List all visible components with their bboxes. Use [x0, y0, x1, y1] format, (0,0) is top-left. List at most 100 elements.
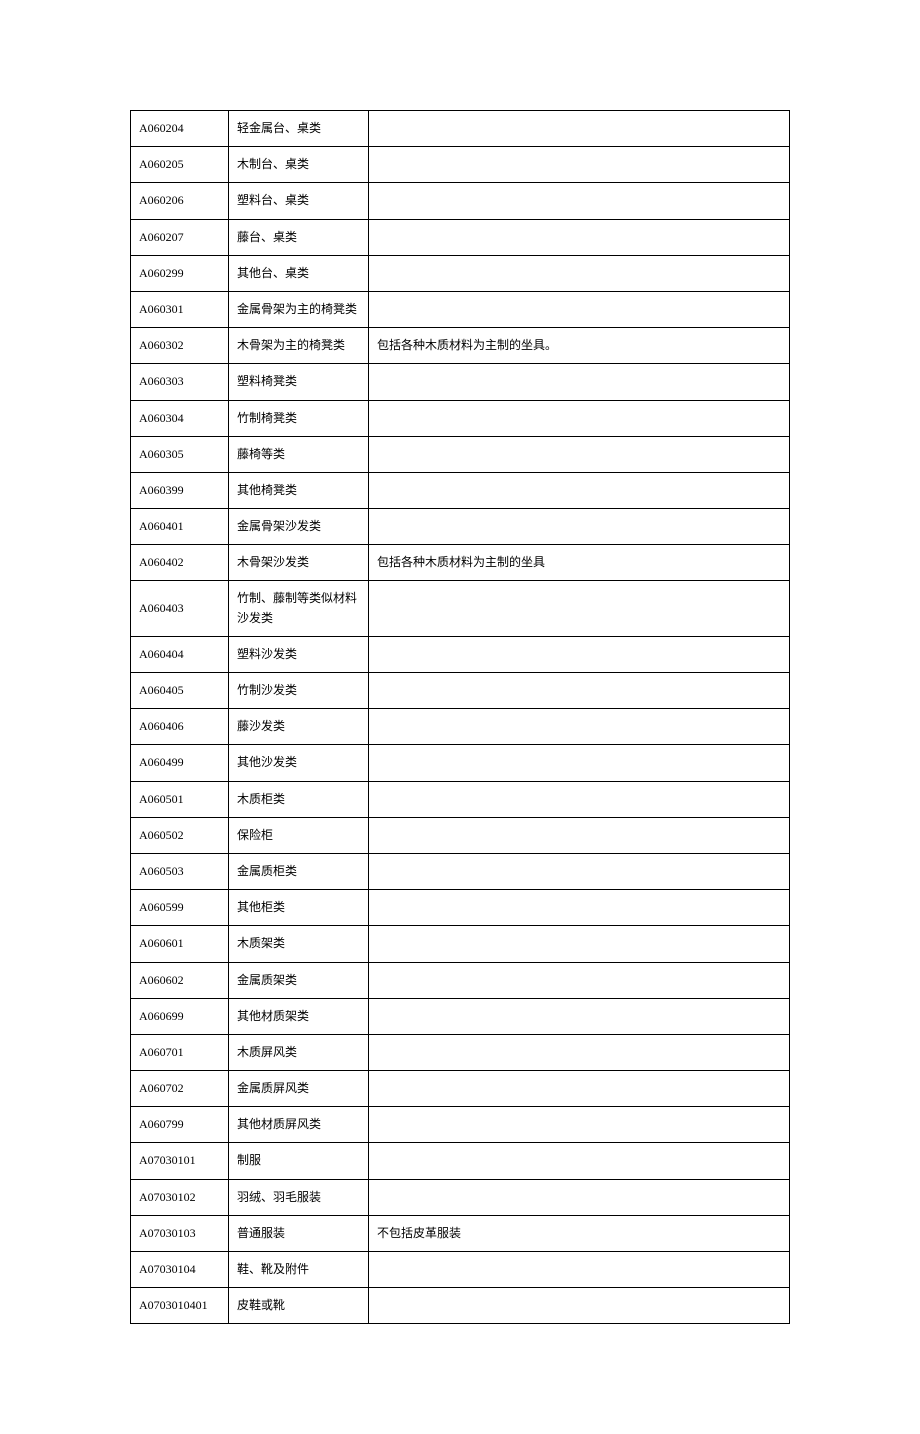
note-cell — [369, 472, 790, 508]
code-cell: A060403 — [131, 581, 229, 636]
name-cell: 其他材质屏风类 — [229, 1107, 369, 1143]
code-cell: A060206 — [131, 183, 229, 219]
table-row: A060501木质柜类 — [131, 781, 790, 817]
code-cell: A060205 — [131, 147, 229, 183]
code-cell: A060499 — [131, 745, 229, 781]
code-cell: A060402 — [131, 545, 229, 581]
note-cell — [369, 890, 790, 926]
note-cell — [369, 1288, 790, 1324]
table-row: A060207藤台、桌类 — [131, 219, 790, 255]
table-row: A060503金属质柜类 — [131, 853, 790, 889]
note-cell — [369, 111, 790, 147]
name-cell: 鞋、靴及附件 — [229, 1252, 369, 1288]
code-cell: A060405 — [131, 673, 229, 709]
table-row: A060799其他材质屏风类 — [131, 1107, 790, 1143]
table-row: A060301金属骨架为主的椅凳类 — [131, 291, 790, 327]
note-cell — [369, 400, 790, 436]
table-row: A060206塑料台、桌类 — [131, 183, 790, 219]
table-row: A060205木制台、桌类 — [131, 147, 790, 183]
code-cell: A060302 — [131, 328, 229, 364]
note-cell — [369, 255, 790, 291]
code-cell: A060404 — [131, 636, 229, 672]
name-cell: 制服 — [229, 1143, 369, 1179]
note-cell — [369, 817, 790, 853]
table-row: A060601木质架类 — [131, 926, 790, 962]
code-cell: A060204 — [131, 111, 229, 147]
code-cell: A07030104 — [131, 1252, 229, 1288]
table-row: A060499其他沙发类 — [131, 745, 790, 781]
name-cell: 金属质柜类 — [229, 853, 369, 889]
code-cell: A060301 — [131, 291, 229, 327]
name-cell: 其他材质架类 — [229, 998, 369, 1034]
name-cell: 藤椅等类 — [229, 436, 369, 472]
table-row: A060702金属质屏风类 — [131, 1071, 790, 1107]
table-row: A0703010401皮鞋或靴 — [131, 1288, 790, 1324]
note-cell — [369, 147, 790, 183]
note-cell — [369, 962, 790, 998]
code-cell: A060799 — [131, 1107, 229, 1143]
name-cell: 其他椅凳类 — [229, 472, 369, 508]
name-cell: 竹制、藤制等类似材料沙发类 — [229, 581, 369, 636]
note-cell — [369, 183, 790, 219]
note-cell: 包括各种木质材料为主制的坐具 — [369, 545, 790, 581]
table-row: A060599其他柜类 — [131, 890, 790, 926]
note-cell — [369, 1071, 790, 1107]
note-cell — [369, 1034, 790, 1070]
table-row: A060699其他材质架类 — [131, 998, 790, 1034]
code-cell: A060702 — [131, 1071, 229, 1107]
note-cell — [369, 781, 790, 817]
note-cell: 包括各种木质材料为主制的坐具。 — [369, 328, 790, 364]
classification-table: A060204轻金属台、桌类A060205木制台、桌类A060206塑料台、桌类… — [130, 110, 790, 1324]
code-cell: A07030102 — [131, 1179, 229, 1215]
note-cell — [369, 364, 790, 400]
code-cell: A060699 — [131, 998, 229, 1034]
name-cell: 其他沙发类 — [229, 745, 369, 781]
note-cell: 不包括皮革服装 — [369, 1215, 790, 1251]
table-row: A060204轻金属台、桌类 — [131, 111, 790, 147]
name-cell: 金属质屏风类 — [229, 1071, 369, 1107]
table-row: A060406藤沙发类 — [131, 709, 790, 745]
code-cell: A060701 — [131, 1034, 229, 1070]
code-cell: A07030101 — [131, 1143, 229, 1179]
note-cell — [369, 291, 790, 327]
table-row: A060402木骨架沙发类包括各种木质材料为主制的坐具 — [131, 545, 790, 581]
note-cell — [369, 709, 790, 745]
table-row: A060405竹制沙发类 — [131, 673, 790, 709]
code-cell: A060602 — [131, 962, 229, 998]
code-cell: A060503 — [131, 853, 229, 889]
name-cell: 皮鞋或靴 — [229, 1288, 369, 1324]
table-row: A060399其他椅凳类 — [131, 472, 790, 508]
note-cell — [369, 636, 790, 672]
code-cell: A060304 — [131, 400, 229, 436]
note-cell — [369, 926, 790, 962]
code-cell: A060299 — [131, 255, 229, 291]
code-cell: A060599 — [131, 890, 229, 926]
code-cell: A0703010401 — [131, 1288, 229, 1324]
name-cell: 木制台、桌类 — [229, 147, 369, 183]
code-cell: A060502 — [131, 817, 229, 853]
note-cell — [369, 509, 790, 545]
name-cell: 木质架类 — [229, 926, 369, 962]
table-row: A060404塑料沙发类 — [131, 636, 790, 672]
table-row: A060502保险柜 — [131, 817, 790, 853]
code-cell: A060303 — [131, 364, 229, 400]
table-row: A060299其他台、桌类 — [131, 255, 790, 291]
name-cell: 其他台、桌类 — [229, 255, 369, 291]
note-cell — [369, 998, 790, 1034]
name-cell: 木质柜类 — [229, 781, 369, 817]
table-row: A060401金属骨架沙发类 — [131, 509, 790, 545]
note-cell — [369, 1107, 790, 1143]
name-cell: 塑料台、桌类 — [229, 183, 369, 219]
table-row: A060304竹制椅凳类 — [131, 400, 790, 436]
code-cell: A07030103 — [131, 1215, 229, 1251]
name-cell: 木骨架沙发类 — [229, 545, 369, 581]
note-cell — [369, 1143, 790, 1179]
name-cell: 竹制椅凳类 — [229, 400, 369, 436]
table-row: A060302木骨架为主的椅凳类包括各种木质材料为主制的坐具。 — [131, 328, 790, 364]
name-cell: 羽绒、羽毛服装 — [229, 1179, 369, 1215]
code-cell: A060207 — [131, 219, 229, 255]
code-cell: A060406 — [131, 709, 229, 745]
name-cell: 金属骨架为主的椅凳类 — [229, 291, 369, 327]
note-cell — [369, 219, 790, 255]
code-cell: A060401 — [131, 509, 229, 545]
